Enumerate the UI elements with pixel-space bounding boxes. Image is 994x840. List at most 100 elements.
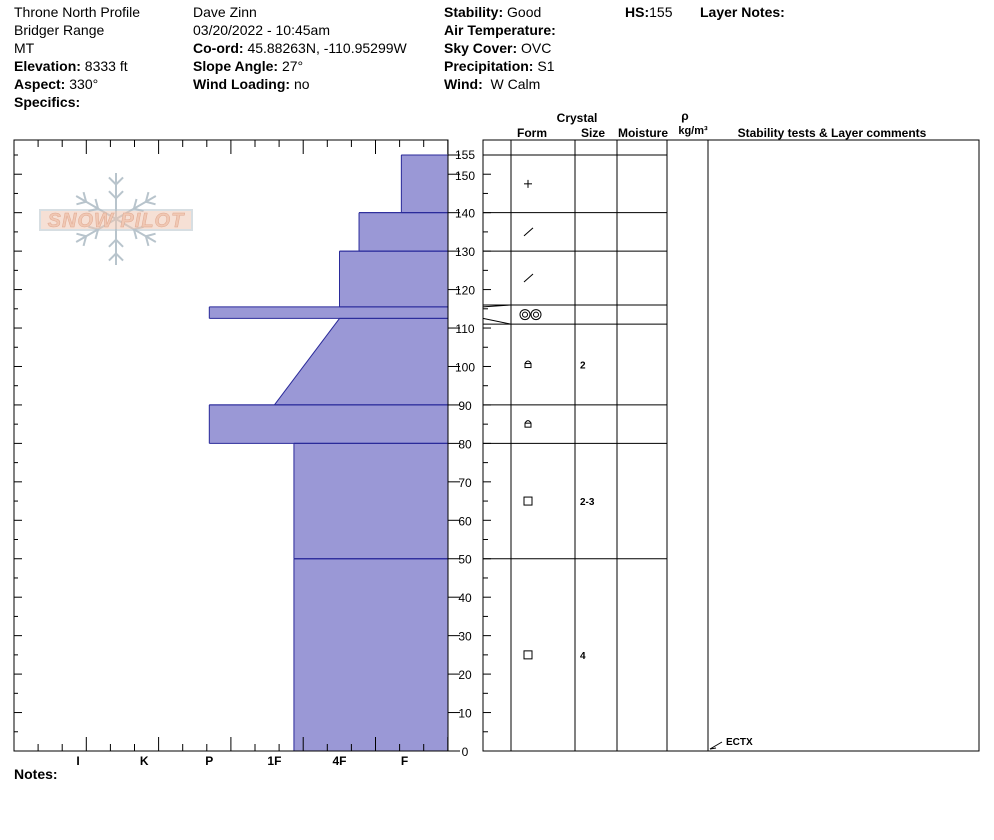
layer-connectors — [482, 304, 512, 325]
layer-size: 4 — [580, 651, 586, 662]
form-melt-icon — [519, 309, 531, 321]
layer-size: 2 — [580, 361, 586, 372]
sky-cover: Sky Cover: OVC — [444, 40, 552, 56]
snow-height: HS:155 — [625, 4, 673, 20]
depth-label: 100 — [455, 360, 475, 374]
hardness-label: 1F — [267, 754, 281, 768]
layer-size: 2-3 — [580, 497, 595, 508]
stability-test-label: ECTX — [726, 737, 753, 748]
layer-row: 2-3 — [523, 496, 595, 508]
range-name: Bridger Range — [14, 22, 105, 38]
hardness-profile — [208, 154, 448, 752]
snowflake-branch — [115, 252, 124, 262]
depth-label: 10 — [458, 707, 472, 721]
stability-tests: ECTX — [709, 737, 753, 750]
depth-label: 70 — [458, 476, 472, 490]
form-rounding-facet-icon — [524, 420, 532, 424]
observer-name: Dave Zinn — [193, 4, 257, 20]
precipitation: Precipitation: S1 — [444, 58, 555, 74]
depth-label: 40 — [458, 591, 472, 605]
header-col1: Throne North Profile Bridger Range MT El… — [14, 3, 140, 111]
layer-row — [519, 309, 542, 321]
form-decomposed-icon — [523, 227, 534, 237]
snowflake-branch — [115, 238, 124, 248]
layer-row — [523, 273, 534, 283]
snowflake-branch — [144, 235, 150, 247]
hardness-layer — [209, 404, 448, 444]
depth-label: 150 — [455, 169, 475, 183]
specifics: Specifics: — [14, 94, 81, 110]
snowflake-branch — [108, 176, 117, 186]
header-moisture: Moisture — [618, 126, 668, 140]
snowflake-branch — [108, 252, 117, 262]
snowflake-branch — [145, 200, 156, 206]
depth-label: 140 — [455, 207, 475, 221]
snowflake-branch — [144, 191, 150, 203]
hardness-layer — [339, 251, 448, 307]
depth-label: 50 — [458, 553, 472, 567]
form-rounding-facet-icon — [524, 360, 532, 364]
form-facet-icon — [523, 496, 533, 506]
snowflake-branch — [132, 198, 138, 209]
hardness-layer — [401, 154, 448, 213]
hardness-label: 4F — [332, 754, 346, 768]
snowflake-branch — [115, 190, 124, 200]
form-decomposed-icon — [523, 273, 534, 283]
layer-table-content: 2 2-3 4 — [519, 179, 595, 662]
depth-label: 155 — [455, 148, 475, 162]
depth-label: 60 — [458, 514, 472, 528]
depth-label: 90 — [458, 399, 472, 413]
logo-text: SNOW PILOT — [48, 210, 185, 232]
hardness-layer — [274, 318, 448, 405]
form-rounding-facet-icon — [524, 422, 532, 428]
header-size: Size — [581, 126, 605, 140]
stability: Stability: Good — [444, 4, 542, 20]
layer-row: 2 — [524, 360, 586, 372]
table-headers: Crystal Form Size Moisture ρ kg/m³ Stabi… — [517, 109, 927, 140]
form-melt-icon — [530, 309, 542, 321]
snowflake-branch — [82, 191, 88, 203]
depth-label: 130 — [455, 245, 475, 259]
snowflake-branch — [108, 190, 117, 200]
observation-datetime: 03/20/2022 - 10:45am — [193, 22, 330, 38]
depth-label: 0 — [462, 745, 469, 759]
test-pointer — [709, 747, 717, 750]
logo-band — [39, 209, 193, 231]
elevation: Elevation: 8333 ft — [14, 58, 128, 74]
form-melt-icon — [533, 311, 539, 318]
header-rho: ρ — [681, 109, 688, 123]
snowflake-branch — [82, 235, 88, 247]
layer-row — [524, 420, 532, 428]
snowflake-branch — [76, 200, 87, 206]
snowflake-branch — [115, 176, 124, 186]
hardness-layer — [293, 558, 448, 751]
hardness-edge — [274, 318, 340, 406]
location-name: Throne North Profile — [14, 4, 141, 20]
depth-label: 110 — [455, 322, 474, 336]
coordinates: Co-ord: 45.88263N, -110.95299W — [193, 40, 407, 56]
hardness-label: P — [205, 754, 213, 768]
depth-axis: 0 10 20 30 40 50 60 70 80 90 100 110 120 130 140 150 155 — [14, 148, 491, 759]
test-pointer — [709, 741, 723, 750]
header-density-unit: kg/m³ — [678, 125, 708, 137]
layer-table-grid — [483, 140, 709, 751]
header-col2: Dave Zinn 03/20/2022 - 10:45am Co-ord: 4… — [193, 3, 407, 93]
layer-row — [523, 227, 534, 237]
hardness-layer — [293, 443, 448, 559]
depth-label: 20 — [458, 668, 472, 682]
air-temperature: Air Temperature: — [444, 22, 556, 38]
depth-label: 30 — [458, 630, 472, 644]
wind-loading: Wind Loading: no — [193, 76, 310, 92]
header-comments: Stability tests & Layer comments — [738, 126, 927, 140]
hardness-axis: I K P 1F 4F F — [13, 140, 449, 768]
header-crystal: Crystal — [557, 111, 598, 125]
depth-label: 80 — [458, 437, 472, 451]
hardness-label: K — [140, 754, 149, 768]
header-form: Form — [517, 126, 547, 140]
layer-table-frame — [482, 139, 980, 752]
hardness-label: I — [76, 754, 79, 768]
snowflake-branch — [94, 198, 100, 209]
hardness-layer — [359, 212, 448, 252]
depth-label: 120 — [455, 284, 475, 298]
